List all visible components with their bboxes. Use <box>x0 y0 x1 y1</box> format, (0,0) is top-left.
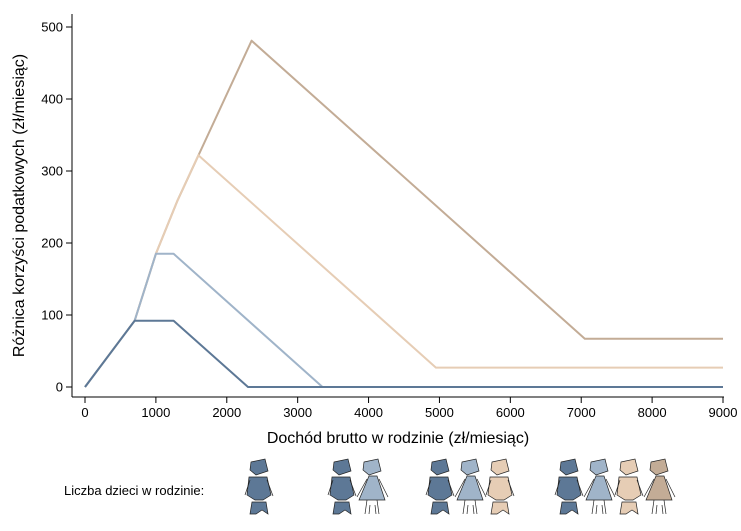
y-tick-label: 200 <box>41 236 63 251</box>
child-figure <box>244 458 274 515</box>
x-tick-label: 4000 <box>354 405 383 420</box>
child-figure <box>554 458 584 515</box>
y-tick-label: 400 <box>41 92 63 107</box>
y-tick-label: 100 <box>41 308 63 323</box>
x-tick-label: 9000 <box>709 405 738 420</box>
x-tick-label: 6000 <box>496 405 525 420</box>
y-tick-label: 300 <box>41 164 63 179</box>
x-tick-label: 2000 <box>212 405 241 420</box>
child-figure <box>454 458 487 515</box>
x-tick-label: 0 <box>81 405 88 420</box>
child-figure <box>614 458 644 515</box>
series-line-1-children <box>84 319 723 388</box>
series-line-4-children <box>84 39 723 388</box>
legend-group-3-children <box>425 458 515 515</box>
x-tick-label: 8000 <box>638 405 667 420</box>
child-figure <box>643 458 676 515</box>
legend <box>244 458 676 515</box>
series-line-3-children <box>84 154 723 388</box>
series-layer <box>84 39 723 388</box>
x-tick-label: 1000 <box>141 405 170 420</box>
child-figure <box>485 458 515 515</box>
legend-group-1-children <box>244 458 274 515</box>
child-figure <box>356 458 389 515</box>
x-tick-label: 3000 <box>283 405 312 420</box>
x-axis-title: Dochód brutto w rodzinie (zł/miesiąc) <box>267 430 529 447</box>
y-tick-label: 500 <box>41 20 63 35</box>
x-tick-label: 7000 <box>567 405 596 420</box>
child-figure <box>583 458 616 515</box>
y-tick-label: 0 <box>56 380 63 395</box>
legend-group-4-children <box>554 458 676 515</box>
legend-group-2-children <box>327 458 389 515</box>
y-axis-title: Różnica korzyści podatkowych (zł/miesiąc… <box>11 54 28 357</box>
child-figure <box>425 458 455 515</box>
child-figure <box>327 458 357 515</box>
x-tick-label: 5000 <box>425 405 454 420</box>
legend-label: Liczba dzieci w rodzinie: <box>64 483 205 498</box>
axes: 0 1000 2000 3000 4000 5000 6000 7000 8000 9000 0 10… <box>11 14 737 447</box>
